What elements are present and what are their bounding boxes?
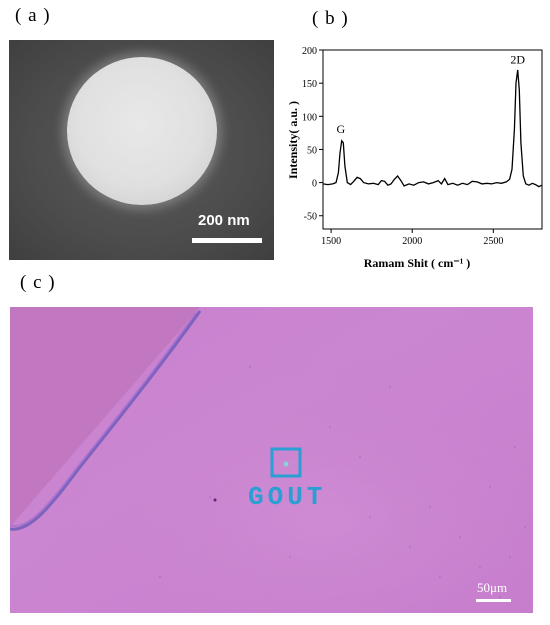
y-tick-label: -50 (304, 212, 317, 223)
series-line (322, 69, 543, 188)
panel-a-label: ( a ) (15, 5, 51, 26)
sem-scale-label: 200 nm (198, 212, 250, 229)
y-tick-label: 0 (312, 179, 317, 190)
substrate-region (10, 307, 200, 527)
panel-b-label: ( b ) (312, 8, 349, 29)
y-tick-label: 100 (302, 112, 317, 123)
chart-axes (322, 49, 543, 230)
y-axis-label: Intensity( a.u. ) (286, 101, 300, 179)
optical-scale-label: 50μm (477, 580, 508, 595)
x-axis-label: Ramam Shit ( cm⁻¹ ) (364, 256, 471, 270)
x-tick-label: 2000 (402, 236, 422, 247)
chart-ticks: -50 0 50 100 150 200 1500 2000 2500 (302, 46, 503, 247)
panel-c-label: ( c ) (20, 272, 56, 293)
sem-scale-bar (192, 238, 262, 243)
marker-text: GOUT (248, 482, 327, 512)
nanoparticle (67, 57, 217, 205)
optical-image: GOUT 50μm (10, 307, 533, 613)
plot-frame (322, 49, 543, 230)
y-tick-label: 50 (307, 145, 317, 156)
marker-square (270, 447, 302, 478)
y-tick-label: 200 (302, 46, 317, 57)
raman-chart: -50 0 50 100 150 200 1500 2000 2500 G 2D Ramam Sh… (286, 46, 543, 270)
sem-image: 200 nm (9, 40, 274, 260)
flake-edge (10, 310, 202, 531)
y-tick-label: 150 (302, 79, 317, 90)
chart-annotations: G 2D (337, 52, 526, 136)
x-tick-label: 2500 (483, 236, 503, 247)
peak-annotation: G (337, 122, 346, 136)
peak-annotation: 2D (510, 52, 525, 66)
x-tick-label: 1500 (321, 236, 341, 247)
optical-scale-bar (476, 599, 511, 602)
